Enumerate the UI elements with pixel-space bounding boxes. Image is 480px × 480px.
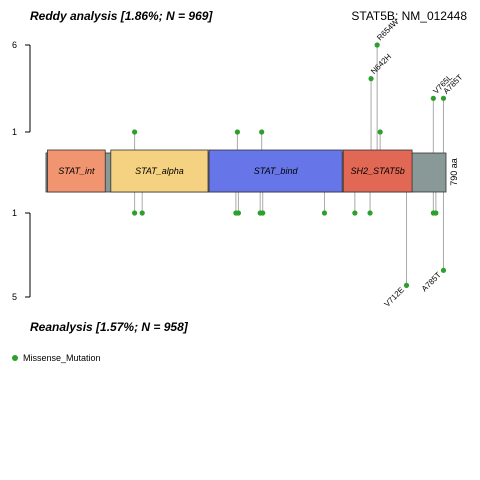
top-mutation-point-7 — [440, 95, 447, 101]
top-y-axis: 6 1 — [12, 40, 31, 137]
mutation-points — [132, 42, 447, 288]
mutation-stems — [134, 45, 444, 286]
legend: Missense_Mutation — [12, 353, 101, 363]
bottom-mutation-point-6 — [321, 210, 328, 216]
bottom-panel-title: Reanalysis [1.57%; N = 958] — [30, 320, 189, 334]
top-panel-title: Reddy analysis [1.86%; N = 969] — [30, 9, 213, 23]
domain-box-stat_bind — [208, 149, 343, 193]
top-mutation-point-6 — [430, 95, 436, 101]
bottom-mutation-point-9 — [403, 282, 410, 288]
bottom-mutation-point-3 — [235, 210, 242, 216]
domain-label-stat_alpha: STAT_alpha — [135, 166, 184, 176]
top-mutation-point-0 — [132, 129, 138, 135]
domain-label-sh2_stat5b: SH2_STAT5b — [351, 166, 405, 176]
top-mutation-label-3: N642H — [369, 52, 393, 76]
domain-label-stat_int: STAT_int — [58, 166, 95, 176]
legend-marker — [12, 355, 18, 361]
bottom-y-tick-max: 5 — [12, 292, 17, 302]
bottom-y-axis: 1 5 — [12, 208, 31, 302]
domain-label-stat_bind: STAT_bind — [254, 166, 299, 176]
top-mutation-point-5 — [377, 129, 383, 135]
domain-box-stat_alpha — [110, 149, 209, 193]
bottom-mutation-point-1 — [139, 210, 145, 216]
top-mutation-point-3 — [368, 76, 374, 82]
protein-length-label: 790 aa — [449, 158, 459, 186]
legend-label: Missense_Mutation — [23, 353, 101, 363]
bottom-mutation-point-0 — [132, 210, 138, 216]
bottom-mutation-point-12 — [440, 267, 447, 273]
top-y-tick-max: 6 — [12, 40, 17, 50]
bottom-mutation-point-11 — [433, 210, 439, 216]
protein-domains: STAT_int STAT_alpha STAT_bind SH2_STAT5b — [47, 149, 413, 193]
top-mutation-point-2 — [259, 129, 265, 135]
bottom-mutation-point-5 — [260, 210, 266, 216]
bottom-mutation-point-7 — [352, 210, 358, 216]
domain-box-sh2_stat5b — [342, 149, 413, 193]
bottom-mutation-point-8 — [367, 210, 373, 216]
top-mutation-point-1 — [234, 129, 240, 135]
bottom-mutation-label-9: V712E — [383, 285, 406, 308]
bottom-y-tick-min: 1 — [12, 208, 17, 218]
gene-label: STAT5B: NM_012448 — [351, 9, 467, 23]
bottom-mutation-label-12: A785T — [420, 270, 443, 293]
top-y-tick-min: 1 — [12, 127, 17, 137]
top-mutation-point-4 — [374, 42, 380, 48]
domain-box-stat_int — [47, 149, 106, 193]
